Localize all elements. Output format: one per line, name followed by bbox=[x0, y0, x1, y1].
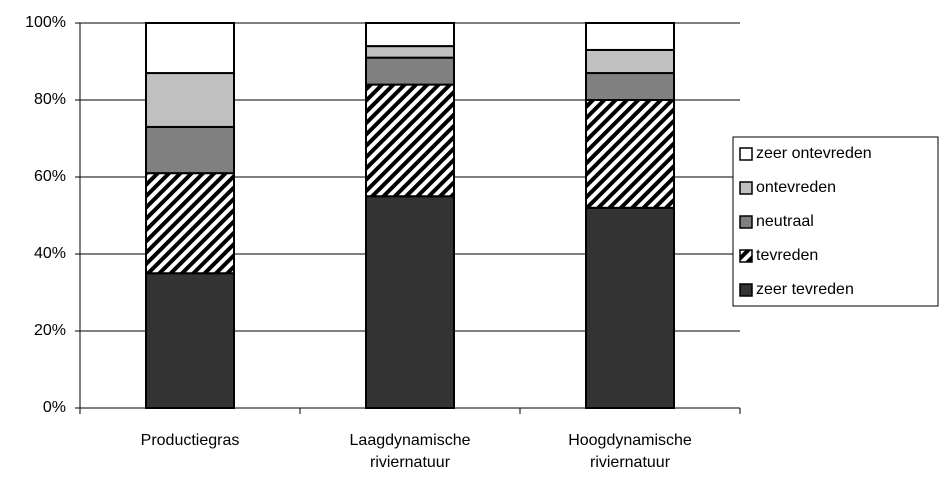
bar-segment bbox=[145, 72, 235, 128]
y-tick-label: 40% bbox=[34, 245, 66, 262]
legend-swatch bbox=[739, 147, 753, 161]
bar-segment bbox=[365, 83, 455, 198]
bar-segment bbox=[365, 195, 455, 409]
bar-segment bbox=[585, 48, 675, 75]
y-tick-label: 80% bbox=[34, 91, 66, 108]
y-tick-label: 20% bbox=[34, 322, 66, 339]
bar-segment bbox=[145, 22, 235, 75]
bar-segment bbox=[365, 22, 455, 48]
bar-segment bbox=[145, 172, 235, 275]
legend-label: neutraal bbox=[756, 213, 814, 230]
y-tick-label: 0% bbox=[43, 399, 66, 416]
bar-segment bbox=[585, 206, 675, 409]
x-tick-label: Productiegras bbox=[140, 432, 240, 449]
legend-swatch bbox=[739, 283, 753, 297]
legend-label: ontevreden bbox=[756, 179, 836, 196]
x-tick-label: Hoogdynamische riviernatuur bbox=[568, 432, 692, 471]
legend-swatch bbox=[739, 249, 753, 263]
y-tick-label: 60% bbox=[34, 168, 66, 185]
bar-segment bbox=[585, 72, 675, 102]
legend-swatch bbox=[739, 181, 753, 195]
legend-label: zeer ontevreden bbox=[756, 145, 872, 162]
bar-segment bbox=[585, 99, 675, 209]
bar-segment bbox=[365, 45, 455, 59]
bar-segment bbox=[585, 22, 675, 51]
legend-box bbox=[732, 136, 939, 307]
bar-segment bbox=[145, 125, 235, 175]
y-tick-label: 100% bbox=[25, 14, 66, 31]
x-tick-label: Laagdynamische riviernatuur bbox=[349, 432, 471, 471]
legend-label: zeer tevreden bbox=[756, 281, 854, 298]
legend-label: tevreden bbox=[756, 247, 818, 264]
bar-segment bbox=[145, 272, 235, 409]
bar-segment bbox=[365, 56, 455, 86]
legend-swatch bbox=[739, 215, 753, 229]
